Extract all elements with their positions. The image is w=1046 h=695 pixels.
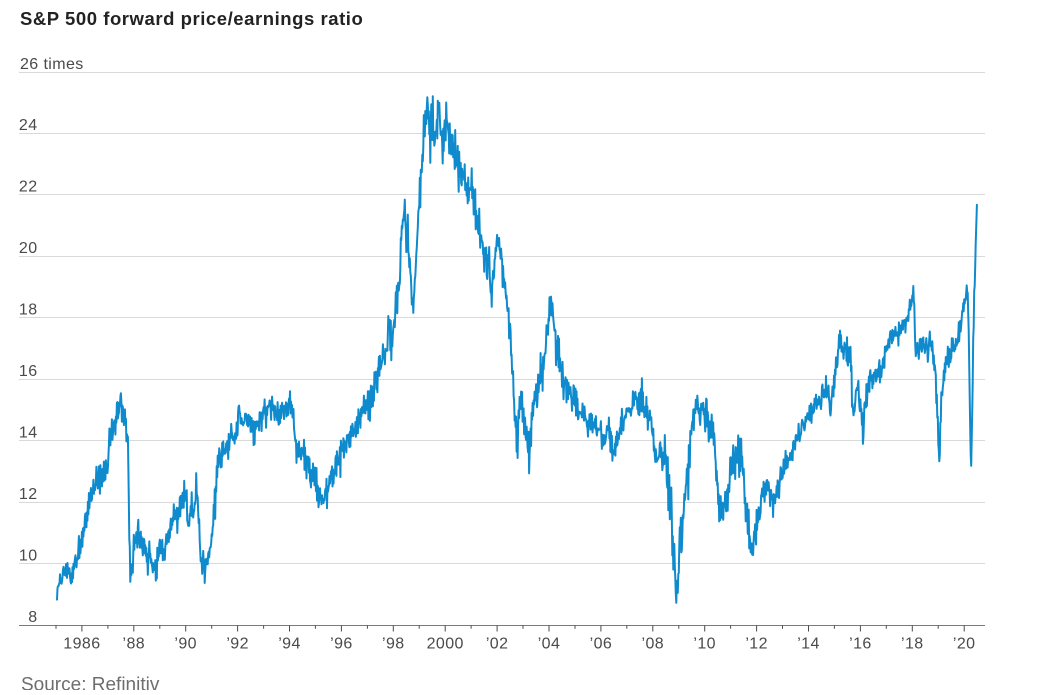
svg-text:26 times: 26 times [20,56,84,73]
svg-text:10: 10 [19,547,38,564]
svg-text:’10: ’10 [693,636,716,653]
svg-text:’20: ’20 [953,636,976,653]
svg-text:’94: ’94 [278,636,301,653]
svg-text:S&P 500 forward price/earnings: S&P 500 forward price/earnings ratio [20,8,363,29]
svg-text:’04: ’04 [538,636,561,653]
svg-text:18: 18 [19,302,38,319]
svg-text:’12: ’12 [745,636,768,653]
svg-text:’88: ’88 [123,636,146,653]
svg-text:12: 12 [19,486,38,503]
svg-text:’06: ’06 [590,636,613,653]
svg-text:16: 16 [19,363,38,380]
svg-text:Source: Refinitiv: Source: Refinitiv [21,675,160,691]
svg-text:’14: ’14 [797,636,820,653]
svg-text:’92: ’92 [226,636,249,653]
svg-text:’02: ’02 [486,636,509,653]
svg-text:’98: ’98 [382,636,405,653]
svg-text:22: 22 [19,179,38,196]
svg-text:8: 8 [28,609,37,626]
svg-text:’18: ’18 [901,636,924,653]
svg-text:’96: ’96 [330,636,353,653]
svg-text:’08: ’08 [642,636,665,653]
svg-text:2000: 2000 [427,636,464,653]
svg-text:’16: ’16 [849,636,872,653]
svg-text:20: 20 [19,240,38,257]
svg-text:’90: ’90 [174,636,197,653]
svg-text:24: 24 [19,117,38,134]
svg-text:1986: 1986 [63,636,100,653]
svg-text:14: 14 [19,424,38,441]
